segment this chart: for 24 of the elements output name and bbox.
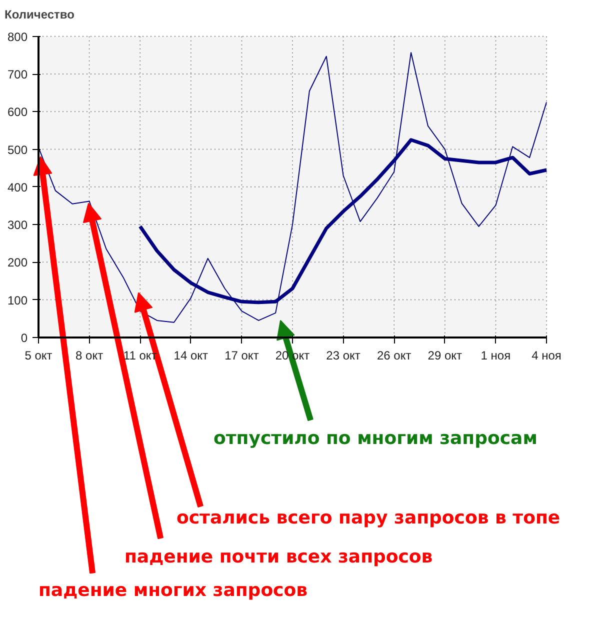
x-tick-label: 5 окт — [24, 348, 53, 362]
text: остались всего пару запросов в топе — [176, 508, 560, 529]
x-tick-label: 4 ноя — [532, 348, 562, 362]
y-axis-title: Количество — [4, 8, 74, 22]
line-series — [38, 52, 547, 323]
y-tick-label: 200 — [7, 256, 28, 270]
y-tick-label: 700 — [7, 68, 28, 82]
y-tick-label: 400 — [7, 180, 28, 194]
x-tick-label: 14 окт — [174, 348, 209, 362]
y-tick-label: 500 — [7, 142, 28, 157]
y-tick-label: 0 — [20, 330, 28, 345]
text: падение почти всех запросов — [124, 546, 433, 568]
x-tick-label: 23 окт — [326, 348, 361, 362]
y-tick-label: 800 — [7, 30, 28, 44]
x-tick-label: 17 окт — [224, 348, 260, 362]
x-tick-label: 1 ноя — [480, 348, 511, 362]
text: отпустило по многим запросам — [214, 428, 538, 450]
x-tick-label: 29 окт — [428, 348, 463, 362]
x-tick-label: 8 окт — [76, 348, 104, 362]
y-tick-label: 100 — [7, 293, 28, 308]
text: падение многих запросов — [38, 580, 308, 602]
x-tick-label: 26 окт — [376, 348, 412, 362]
y-tick-label: 600 — [7, 105, 28, 120]
y-tick-label: 300 — [7, 218, 28, 232]
